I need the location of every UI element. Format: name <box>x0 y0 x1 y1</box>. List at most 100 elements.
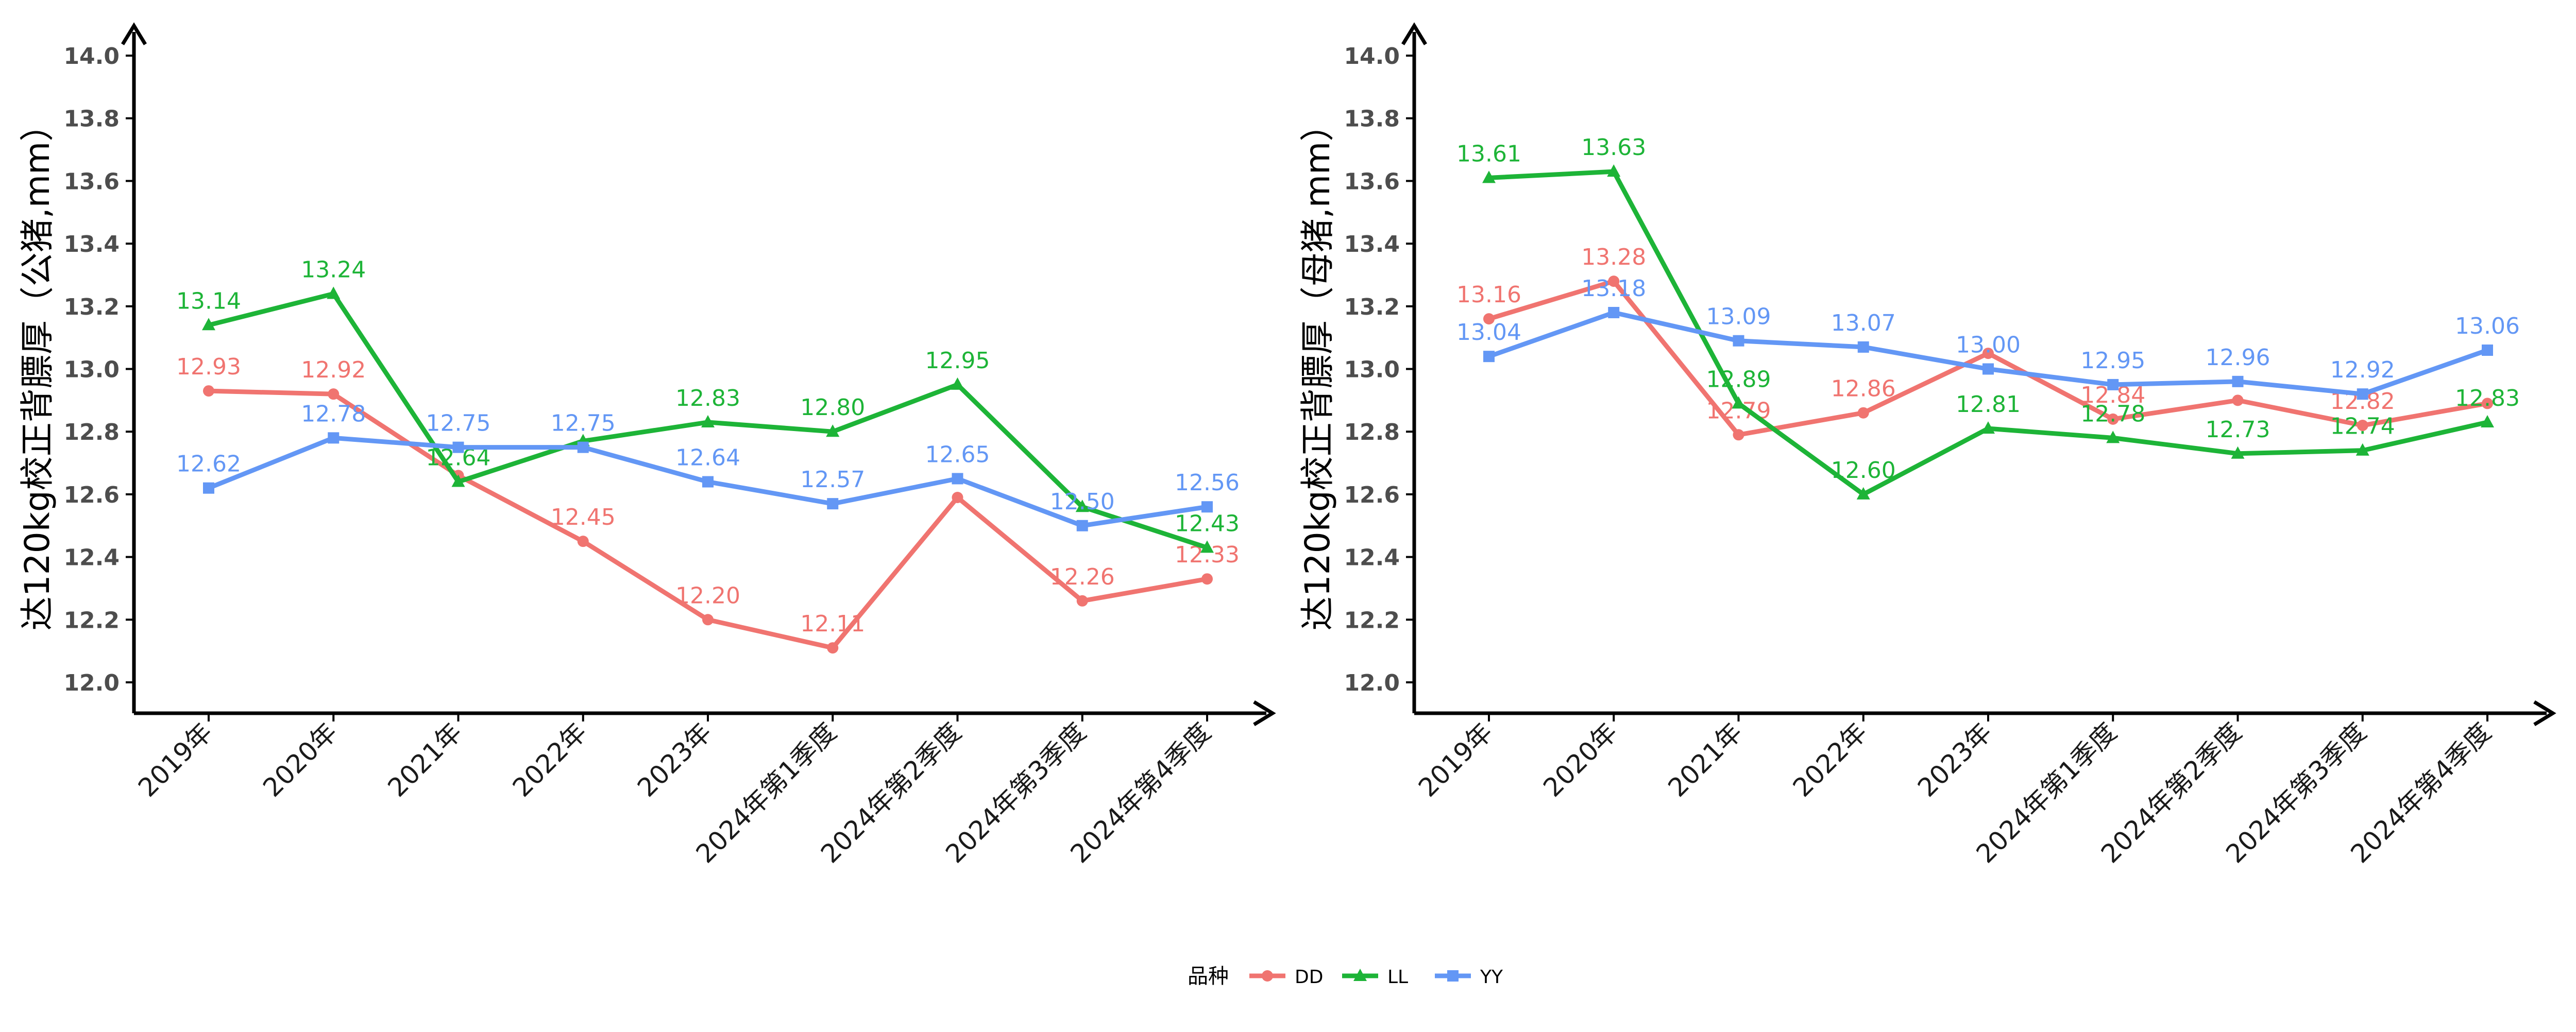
data-point-ll <box>2481 415 2494 427</box>
data-point-dd <box>328 388 340 400</box>
data-label-ll: 12.83 <box>675 385 740 411</box>
data-label-yy: 12.65 <box>925 441 990 468</box>
data-point-yy <box>1733 335 1744 347</box>
data-point-dd <box>1608 276 1620 287</box>
y-axis-arrow-icon <box>1401 22 1427 45</box>
x-tick-label: 2021年 <box>1663 717 1748 802</box>
data-point-yy <box>577 441 589 453</box>
y-tick-label: 12.0 <box>63 670 120 696</box>
data-label-ll: 13.63 <box>1581 134 1646 161</box>
data-point-yy <box>702 476 714 488</box>
data-label-ll: 12.95 <box>925 348 990 374</box>
data-point-dd <box>702 614 714 626</box>
data-label-ll: 12.83 <box>2455 385 2520 411</box>
data-label-ll: 13.24 <box>301 256 366 283</box>
y-tick-label: 14.0 <box>1344 43 1400 70</box>
data-point-ll <box>2355 443 2369 456</box>
data-point-dd <box>2482 398 2493 409</box>
y-tick-label: 14.0 <box>63 43 120 70</box>
data-point-yy <box>1982 363 1994 375</box>
y-tick-label: 12.2 <box>1344 607 1400 633</box>
data-label-ll: 13.14 <box>176 288 241 314</box>
data-label-dd: 12.20 <box>675 582 740 609</box>
data-point-yy <box>1483 351 1495 363</box>
data-point-yy <box>1076 520 1088 531</box>
y-tick-label: 12.6 <box>1344 482 1400 508</box>
data-label-yy: 13.06 <box>2455 313 2520 339</box>
data-label-ll: 12.73 <box>2206 417 2270 443</box>
data-label-yy: 12.56 <box>1175 470 1240 496</box>
legend-marker-circle-icon <box>1262 970 1273 982</box>
y-tick-label: 13.4 <box>63 231 120 257</box>
x-tick-label: 2022年 <box>507 717 592 802</box>
data-point-yy <box>452 441 464 453</box>
y-tick-label: 12.4 <box>1344 545 1400 571</box>
legend-label-dd: DD <box>1295 967 1323 988</box>
y-tick-label: 12.8 <box>1344 419 1400 445</box>
data-label-dd: 12.26 <box>1050 564 1115 590</box>
legend-title: 品种 <box>1188 965 1229 988</box>
x-tick-label: 2023年 <box>1912 717 1997 802</box>
y-tick-label: 13.8 <box>1344 106 1400 132</box>
x-tick-label: 2019年 <box>132 717 218 802</box>
data-label-dd: 12.93 <box>176 354 241 380</box>
data-label-ll: 12.78 <box>2080 401 2145 427</box>
data-label-dd: 12.11 <box>800 611 865 637</box>
data-point-yy <box>328 432 340 444</box>
data-point-ll <box>951 377 964 390</box>
data-label-yy: 12.64 <box>675 445 740 471</box>
data-label-ll: 13.61 <box>1456 141 1521 167</box>
data-label-yy: 12.92 <box>2330 357 2395 383</box>
data-label-dd: 13.28 <box>1581 244 1646 270</box>
data-point-ll <box>1981 421 1995 434</box>
data-label-yy: 13.09 <box>1706 304 1771 330</box>
data-point-dd <box>1982 348 1994 359</box>
legend-marker-square-icon <box>1447 970 1459 982</box>
data-label-yy: 12.50 <box>1050 489 1115 515</box>
data-label-yy: 12.62 <box>176 451 241 477</box>
data-label-ll: 12.81 <box>1956 391 2021 418</box>
data-point-dd <box>577 536 589 547</box>
data-point-ll <box>1732 396 1745 409</box>
data-point-dd <box>1733 429 1744 441</box>
y-tick-label: 13.2 <box>1344 294 1400 320</box>
x-tick-label: 2023年 <box>632 717 717 802</box>
data-point-yy <box>2357 388 2368 400</box>
x-tick-label: 2022年 <box>1787 717 1873 802</box>
data-point-yy <box>952 473 963 485</box>
data-point-yy <box>2232 375 2244 387</box>
data-point-dd <box>2232 394 2244 406</box>
x-tick-label: 2019年 <box>1413 717 1498 802</box>
data-point-ll <box>1607 164 1621 177</box>
data-label-yy: 13.04 <box>1456 319 1521 346</box>
data-label-yy: 12.78 <box>301 401 366 427</box>
chart-panel-boar: 12.0 12.2 12.4 12.6 12.8 13.0 13.2 13.4 13.6 13.8… <box>18 22 1276 869</box>
data-point-dd <box>2107 413 2119 425</box>
y-tick-label: 12.2 <box>63 607 120 633</box>
data-point-yy <box>1201 501 1213 513</box>
data-point-dd <box>1201 573 1213 585</box>
data-label-yy: 12.57 <box>800 467 865 493</box>
data-label-ll: 12.43 <box>1175 510 1240 537</box>
data-point-ll <box>327 286 341 299</box>
y-tick-label: 12.6 <box>63 482 120 508</box>
data-label-dd: 13.16 <box>1456 282 1521 308</box>
data-label-dd: 12.92 <box>301 357 366 383</box>
data-point-ll <box>1200 540 1214 553</box>
data-point-yy <box>2107 379 2119 390</box>
data-label-ll: 12.89 <box>1706 366 1771 392</box>
x-tick-label: 2020年 <box>1537 717 1623 802</box>
data-point-dd <box>1483 313 1495 325</box>
data-point-ll <box>701 415 715 427</box>
data-label-dd: 12.86 <box>1831 376 1896 402</box>
data-point-yy <box>2482 344 2493 356</box>
data-label-ll: 12.80 <box>800 394 865 421</box>
data-point-dd <box>1076 595 1088 607</box>
data-point-dd <box>827 642 839 654</box>
y-tick-label: 13.8 <box>63 106 120 132</box>
data-point-ll <box>1075 500 1089 512</box>
data-point-yy <box>827 498 839 510</box>
legend: 品种 DD LL YY <box>1188 965 1503 988</box>
data-point-ll <box>826 424 840 437</box>
